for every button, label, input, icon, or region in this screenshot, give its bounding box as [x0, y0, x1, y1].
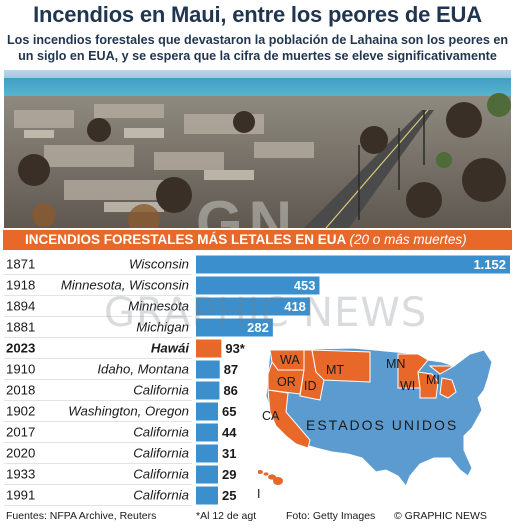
location-label: California — [133, 425, 189, 440]
value-label: 25 — [222, 488, 236, 503]
year-label: 1918 — [6, 278, 35, 293]
footer-sources: Fuentes: NFPA Archive, Reuters — [6, 510, 157, 522]
year-label: 2023 — [6, 341, 35, 356]
value-label: 418 — [284, 299, 306, 314]
year-label: 2018 — [6, 383, 35, 398]
value-label: 65 — [222, 404, 236, 419]
location-label: Wisconsin — [129, 257, 189, 272]
label-id: ID — [304, 379, 317, 393]
page-subtitle: Los incendios forestales que devastaron … — [6, 33, 509, 63]
value-label: 86 — [223, 383, 237, 398]
year-label: 1991 — [6, 488, 35, 503]
label-mi: MI — [426, 373, 440, 387]
state-ca — [267, 389, 311, 449]
year-label: 1894 — [6, 299, 35, 314]
footer-note: *Al 12 de agt — [196, 510, 257, 522]
footer-photo: Foto: Getty Images — [286, 510, 376, 522]
year-label: 2020 — [6, 446, 35, 461]
label-wi: WI — [400, 379, 415, 393]
value-label: 29 — [222, 467, 236, 482]
bar — [196, 444, 218, 463]
location-label: Minnesota — [128, 299, 189, 314]
section-title: INCENDIOS FORESTALES MÁS LETALES EN EUA — [25, 232, 346, 247]
year-label: 1881 — [6, 320, 35, 335]
bar — [196, 318, 273, 337]
us-map: WA OR ID MT CA MN WI MI ESTADOS UNIDOS H… — [258, 347, 493, 500]
label-ca: CA — [262, 409, 280, 423]
location-label: California — [133, 467, 189, 482]
location-label: California — [133, 383, 189, 398]
country-label: ESTADOS UNIDOS — [306, 417, 458, 433]
bar — [196, 339, 222, 358]
deadliest-fires-bar-chart: 1871 Wisconsin 1.152 1918 Minnesota, Wiscons… — [4, 255, 510, 506]
page-title: Incendios en Maui, entre los peores de E… — [33, 2, 482, 27]
value-label: 87 — [224, 362, 238, 377]
state-wi — [417, 371, 439, 399]
bar — [196, 402, 218, 421]
year-label: 1902 — [6, 404, 35, 419]
location-label: Minnesota, Wisconsin — [61, 278, 189, 293]
bar — [196, 297, 310, 316]
section-note: (20 o más muertes) — [349, 232, 467, 247]
location-label: Hawái — [151, 341, 189, 356]
value-label: 453 — [294, 278, 316, 293]
location-label: California — [133, 446, 189, 461]
value-label: 44 — [222, 425, 237, 440]
year-label: 1871 — [6, 257, 35, 272]
value-label: 31 — [222, 446, 236, 461]
value-label: 1.152 — [473, 257, 506, 272]
label-mt: MT — [326, 363, 344, 377]
state-mi — [428, 365, 457, 399]
bar — [196, 381, 220, 400]
label-wa: WA — [280, 353, 300, 367]
label-or: OR — [277, 375, 296, 389]
bar — [196, 276, 320, 295]
state-mt — [311, 349, 371, 383]
location-label: Idaho, Montana — [97, 362, 189, 377]
value-label: 282 — [247, 320, 269, 335]
bar — [196, 360, 220, 379]
value-label: 93* — [225, 341, 245, 356]
label-hi: HI — [258, 487, 261, 500]
location-label: California — [133, 488, 189, 503]
hawaii-inset: HI — [258, 470, 283, 500]
footer: Fuentes: NFPA Archive, Reuters *Al 12 de… — [0, 510, 515, 529]
label-mn: MN — [386, 357, 405, 371]
location-label: Michigan — [136, 320, 189, 335]
bar — [196, 465, 218, 484]
bar — [196, 255, 510, 274]
year-label: 2017 — [6, 425, 35, 440]
bar — [196, 423, 218, 442]
year-label: 1933 — [6, 467, 35, 482]
footer-credit: © GRAPHIC NEWS — [394, 510, 487, 522]
bar — [196, 486, 218, 505]
aerial-photo — [4, 70, 511, 228]
section-band: INCENDIOS FORESTALES MÁS LETALES EN EUA … — [3, 230, 512, 250]
year-label: 1910 — [6, 362, 35, 377]
location-label: Washington, Oregon — [68, 404, 189, 419]
